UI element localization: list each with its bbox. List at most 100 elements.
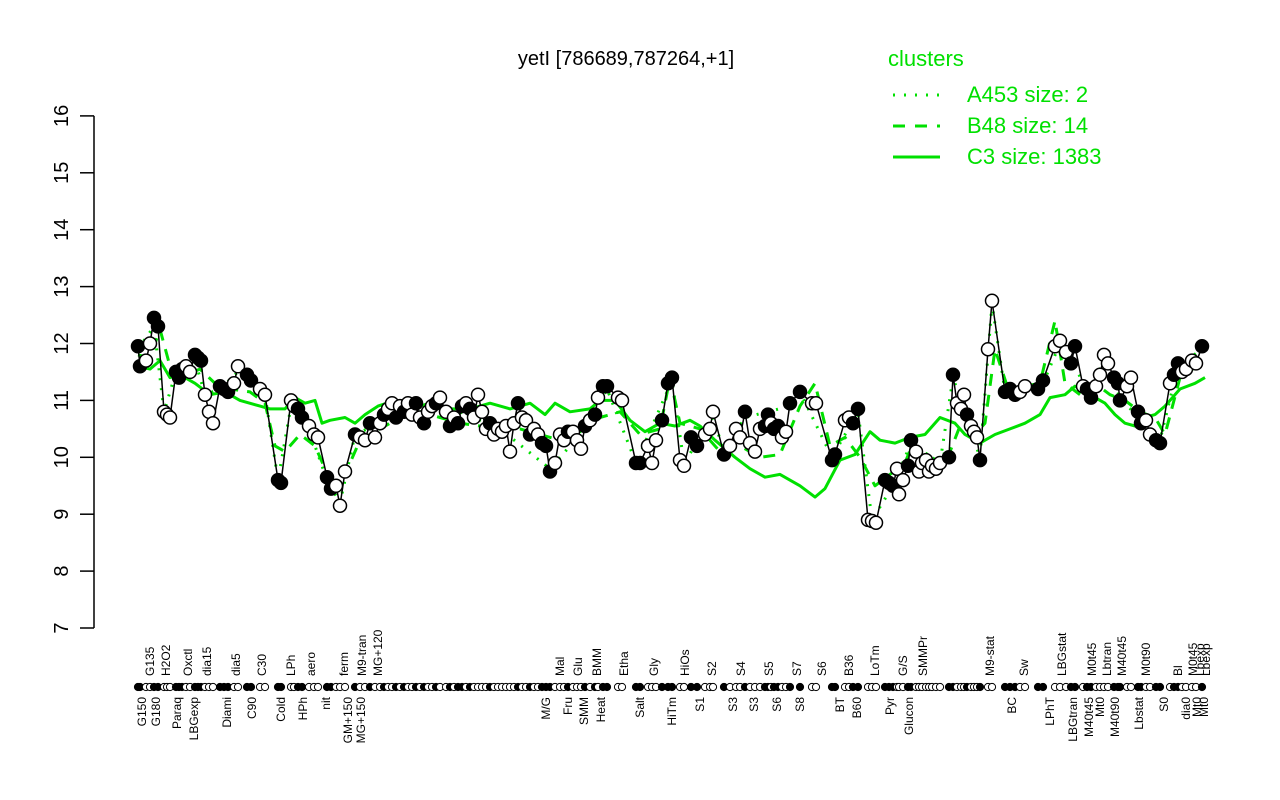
data-point bbox=[827, 447, 843, 462]
y-tick-label: 15 bbox=[51, 162, 73, 184]
y-tick-label: 12 bbox=[51, 332, 73, 354]
x-tick-label: G180 bbox=[149, 697, 163, 727]
rug-mark bbox=[975, 682, 985, 692]
x-tick-label: Lbexp bbox=[1199, 643, 1213, 676]
data-point bbox=[470, 387, 486, 402]
rug-mark bbox=[602, 682, 612, 692]
data-point bbox=[243, 373, 259, 388]
data-point bbox=[945, 367, 961, 383]
x-tick-label: Sw bbox=[1017, 659, 1031, 676]
x-tick-label: G135 bbox=[143, 646, 157, 676]
data-point bbox=[984, 293, 1000, 309]
data-point bbox=[138, 353, 154, 368]
y-tick-label: 14 bbox=[51, 219, 73, 241]
data-point bbox=[792, 384, 808, 400]
rug-mark bbox=[1155, 682, 1165, 692]
x-tick-label: G/S bbox=[896, 655, 910, 676]
data-point bbox=[908, 444, 924, 459]
rug-mark bbox=[276, 682, 286, 692]
x-tick-label: Etha bbox=[617, 651, 631, 676]
data-point bbox=[737, 404, 753, 420]
legend-title: clusters bbox=[888, 46, 964, 71]
data-point bbox=[1112, 393, 1128, 408]
x-tick-label: S5 bbox=[762, 661, 776, 676]
x-tick-label: LBGtran bbox=[1066, 697, 1080, 742]
x-tick-label: aero bbox=[304, 652, 318, 676]
rug-mark bbox=[260, 682, 270, 692]
x-tick-label: Heat bbox=[594, 696, 608, 722]
x-tick-label: SMMPr bbox=[916, 636, 930, 676]
rug-mark bbox=[785, 682, 795, 692]
data-point bbox=[510, 395, 526, 411]
x-tick-label: M40t90 bbox=[1108, 697, 1122, 737]
data-point bbox=[1017, 378, 1033, 394]
rug-mark bbox=[1126, 682, 1136, 692]
data-point bbox=[850, 401, 866, 417]
data-point bbox=[689, 438, 705, 454]
data-point bbox=[193, 353, 209, 368]
y-tick-label: 7 bbox=[51, 622, 73, 633]
x-tick-label: M0t45 bbox=[1186, 642, 1200, 676]
data-point bbox=[1063, 356, 1079, 371]
data-point bbox=[197, 387, 213, 402]
data-point bbox=[538, 438, 554, 454]
x-tick-label: BT bbox=[833, 696, 847, 712]
data-point bbox=[1100, 356, 1116, 371]
x-tick-label: MG+120 bbox=[371, 629, 385, 676]
data-point bbox=[868, 515, 884, 530]
x-tick-label: HiOs bbox=[678, 649, 692, 676]
y-tick-label: 8 bbox=[51, 566, 73, 577]
x-tick-label: Pyr bbox=[883, 697, 897, 715]
data-point bbox=[778, 424, 794, 439]
rug-mark bbox=[935, 682, 945, 692]
x-tick-label: BMM bbox=[590, 648, 604, 676]
data-point bbox=[474, 404, 490, 420]
data-point bbox=[150, 319, 166, 334]
rug-mark bbox=[340, 682, 350, 692]
data-point bbox=[895, 472, 911, 488]
x-tick-label: MG+150 bbox=[354, 697, 368, 744]
data-point bbox=[702, 421, 718, 437]
rug-mark bbox=[692, 682, 702, 692]
rug-mark bbox=[233, 682, 243, 692]
data-point bbox=[956, 387, 972, 402]
x-tick-label: M0t90 bbox=[1139, 642, 1153, 676]
data-point bbox=[676, 458, 692, 474]
x-tick-label: Lbtran bbox=[1100, 642, 1114, 676]
data-point bbox=[328, 478, 344, 494]
data-point bbox=[230, 359, 246, 374]
x-tick-label: LPhT bbox=[1043, 696, 1057, 725]
x-tick-label: S6 bbox=[815, 661, 829, 676]
x-tick-label: SMM bbox=[577, 697, 591, 725]
x-tick-label: Lbexp bbox=[1193, 643, 1207, 676]
data-point bbox=[644, 455, 660, 471]
legend-entry-b48: B48 size: 14 bbox=[967, 113, 1088, 138]
x-axis-rug bbox=[133, 682, 1207, 692]
x-tick-label: Paraq bbox=[170, 697, 184, 729]
data-point bbox=[1067, 339, 1083, 354]
rug-mark bbox=[1038, 682, 1048, 692]
x-tick-label: HiTm bbox=[665, 697, 679, 726]
data-point bbox=[337, 464, 353, 479]
y-tick-label: 11 bbox=[51, 390, 73, 411]
x-tick-label: B36 bbox=[842, 654, 856, 676]
data-point bbox=[408, 395, 424, 411]
rug-mark bbox=[853, 682, 863, 692]
data-point bbox=[845, 415, 861, 431]
x-tick-label: Mt0 bbox=[1093, 697, 1107, 717]
x-tick-label: M40t45 bbox=[1082, 697, 1096, 737]
rug-mark bbox=[297, 682, 307, 692]
x-tick-label: M9-tran bbox=[355, 635, 369, 676]
x-tick-label: S4 bbox=[734, 661, 748, 676]
x-tick-label: M/G bbox=[539, 697, 553, 720]
x-tick-label: S8 bbox=[793, 697, 807, 712]
rug-mark bbox=[830, 682, 840, 692]
x-tick-label: M40t45 bbox=[1115, 636, 1129, 676]
expression-points bbox=[130, 293, 1210, 530]
data-point bbox=[969, 430, 985, 445]
data-point bbox=[502, 444, 518, 459]
rug-mark bbox=[635, 682, 645, 692]
data-point bbox=[900, 458, 916, 474]
x-tick-label: Gly bbox=[647, 658, 661, 676]
